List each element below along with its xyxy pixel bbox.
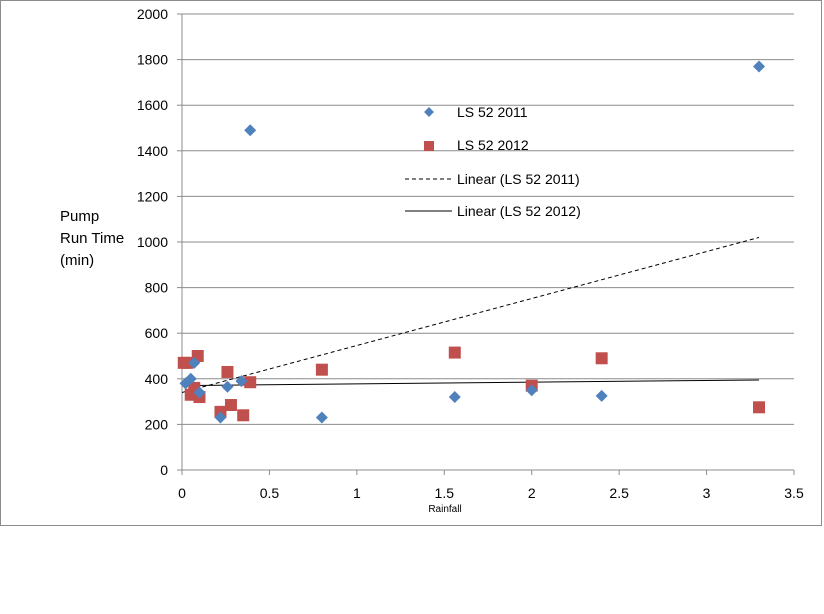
x-tick-label: 3 xyxy=(703,485,711,501)
legend-marker-diamond xyxy=(424,107,434,117)
legend-entry-2012: LS 52 2012 xyxy=(424,137,529,153)
y-axis-title-line-3: (min) xyxy=(60,252,94,269)
x-tick-label: 1 xyxy=(353,485,361,501)
data-point-2012 xyxy=(244,376,257,389)
legend-label-trend-2011: Linear (LS 52 2011) xyxy=(457,171,580,187)
x-tick-label: 0.5 xyxy=(260,485,280,501)
data-point-2011 xyxy=(595,389,608,402)
x-tick-label: 1.5 xyxy=(435,485,455,501)
y-tick-label: 400 xyxy=(145,371,169,387)
data-point-2011 xyxy=(448,391,461,404)
data-point-2011 xyxy=(184,372,197,385)
data-point-2012 xyxy=(181,356,194,369)
x-tick-label: 0 xyxy=(178,485,186,501)
trendlines xyxy=(181,236,760,393)
legend-entry-trend-2011: Linear (LS 52 2011) xyxy=(405,171,580,187)
y-tick-label: 1400 xyxy=(137,143,168,159)
data-points xyxy=(177,60,766,424)
data-point-2011 xyxy=(214,411,227,424)
y-axis-title-line-1: Pump xyxy=(60,208,99,225)
data-point-2011 xyxy=(315,411,328,424)
y-tick-label: 600 xyxy=(145,325,169,341)
y-tick-label: 1600 xyxy=(137,97,168,113)
data-point-2011 xyxy=(221,380,234,393)
data-point-2011 xyxy=(235,375,248,388)
legend-label-2011: LS 52 2011 xyxy=(457,104,528,120)
trendline-2011 xyxy=(181,236,760,393)
x-axis-title: Rainfall xyxy=(428,504,461,515)
y-axis-title-line-2: Run Time xyxy=(60,230,124,247)
y-tick-label: 200 xyxy=(145,416,169,432)
legend-label-2012: LS 52 2012 xyxy=(457,137,529,153)
x-tick-label: 3.5 xyxy=(784,485,804,501)
y-tick-label: 800 xyxy=(145,280,169,296)
y-tick-label: 1000 xyxy=(137,234,168,250)
data-point-2012 xyxy=(595,352,608,365)
data-point-2012 xyxy=(221,365,234,378)
data-point-2011 xyxy=(525,384,538,397)
chart-frame xyxy=(0,0,822,526)
data-point-2012 xyxy=(237,409,250,422)
data-point-2011 xyxy=(244,124,257,137)
data-point-2011 xyxy=(188,356,201,369)
trendline-2012 xyxy=(181,379,760,387)
data-point-2012 xyxy=(224,399,237,412)
y-tick-label: 2000 xyxy=(137,6,168,22)
x-tick-label: 2.5 xyxy=(609,485,629,501)
legend-entry-trend-2012: Linear (LS 52 2012) xyxy=(405,203,581,219)
data-point-2012 xyxy=(448,346,461,359)
data-point-2012 xyxy=(753,401,766,414)
data-point-2011 xyxy=(753,60,766,73)
gridlines xyxy=(182,13,794,425)
legend-label-trend-2012: Linear (LS 52 2012) xyxy=(457,203,581,219)
y-tick-label: 1800 xyxy=(137,52,168,68)
legend: LS 52 2011 LS 52 2012 Linear (LS 52 2011… xyxy=(405,104,581,219)
y-tick-label: 0 xyxy=(160,462,168,478)
data-point-2011 xyxy=(193,386,206,399)
data-point-2012 xyxy=(315,363,328,376)
axes xyxy=(177,13,795,475)
y-tick-label: 1200 xyxy=(137,188,168,204)
x-tick-label: 2 xyxy=(528,485,536,501)
legend-marker-square xyxy=(424,141,434,151)
legend-entry-2011: LS 52 2011 xyxy=(424,104,528,120)
tick-labels: 0 200 400 600 800 1000 1200 1400 1600 1800 2000 0 0.… xyxy=(137,6,804,501)
